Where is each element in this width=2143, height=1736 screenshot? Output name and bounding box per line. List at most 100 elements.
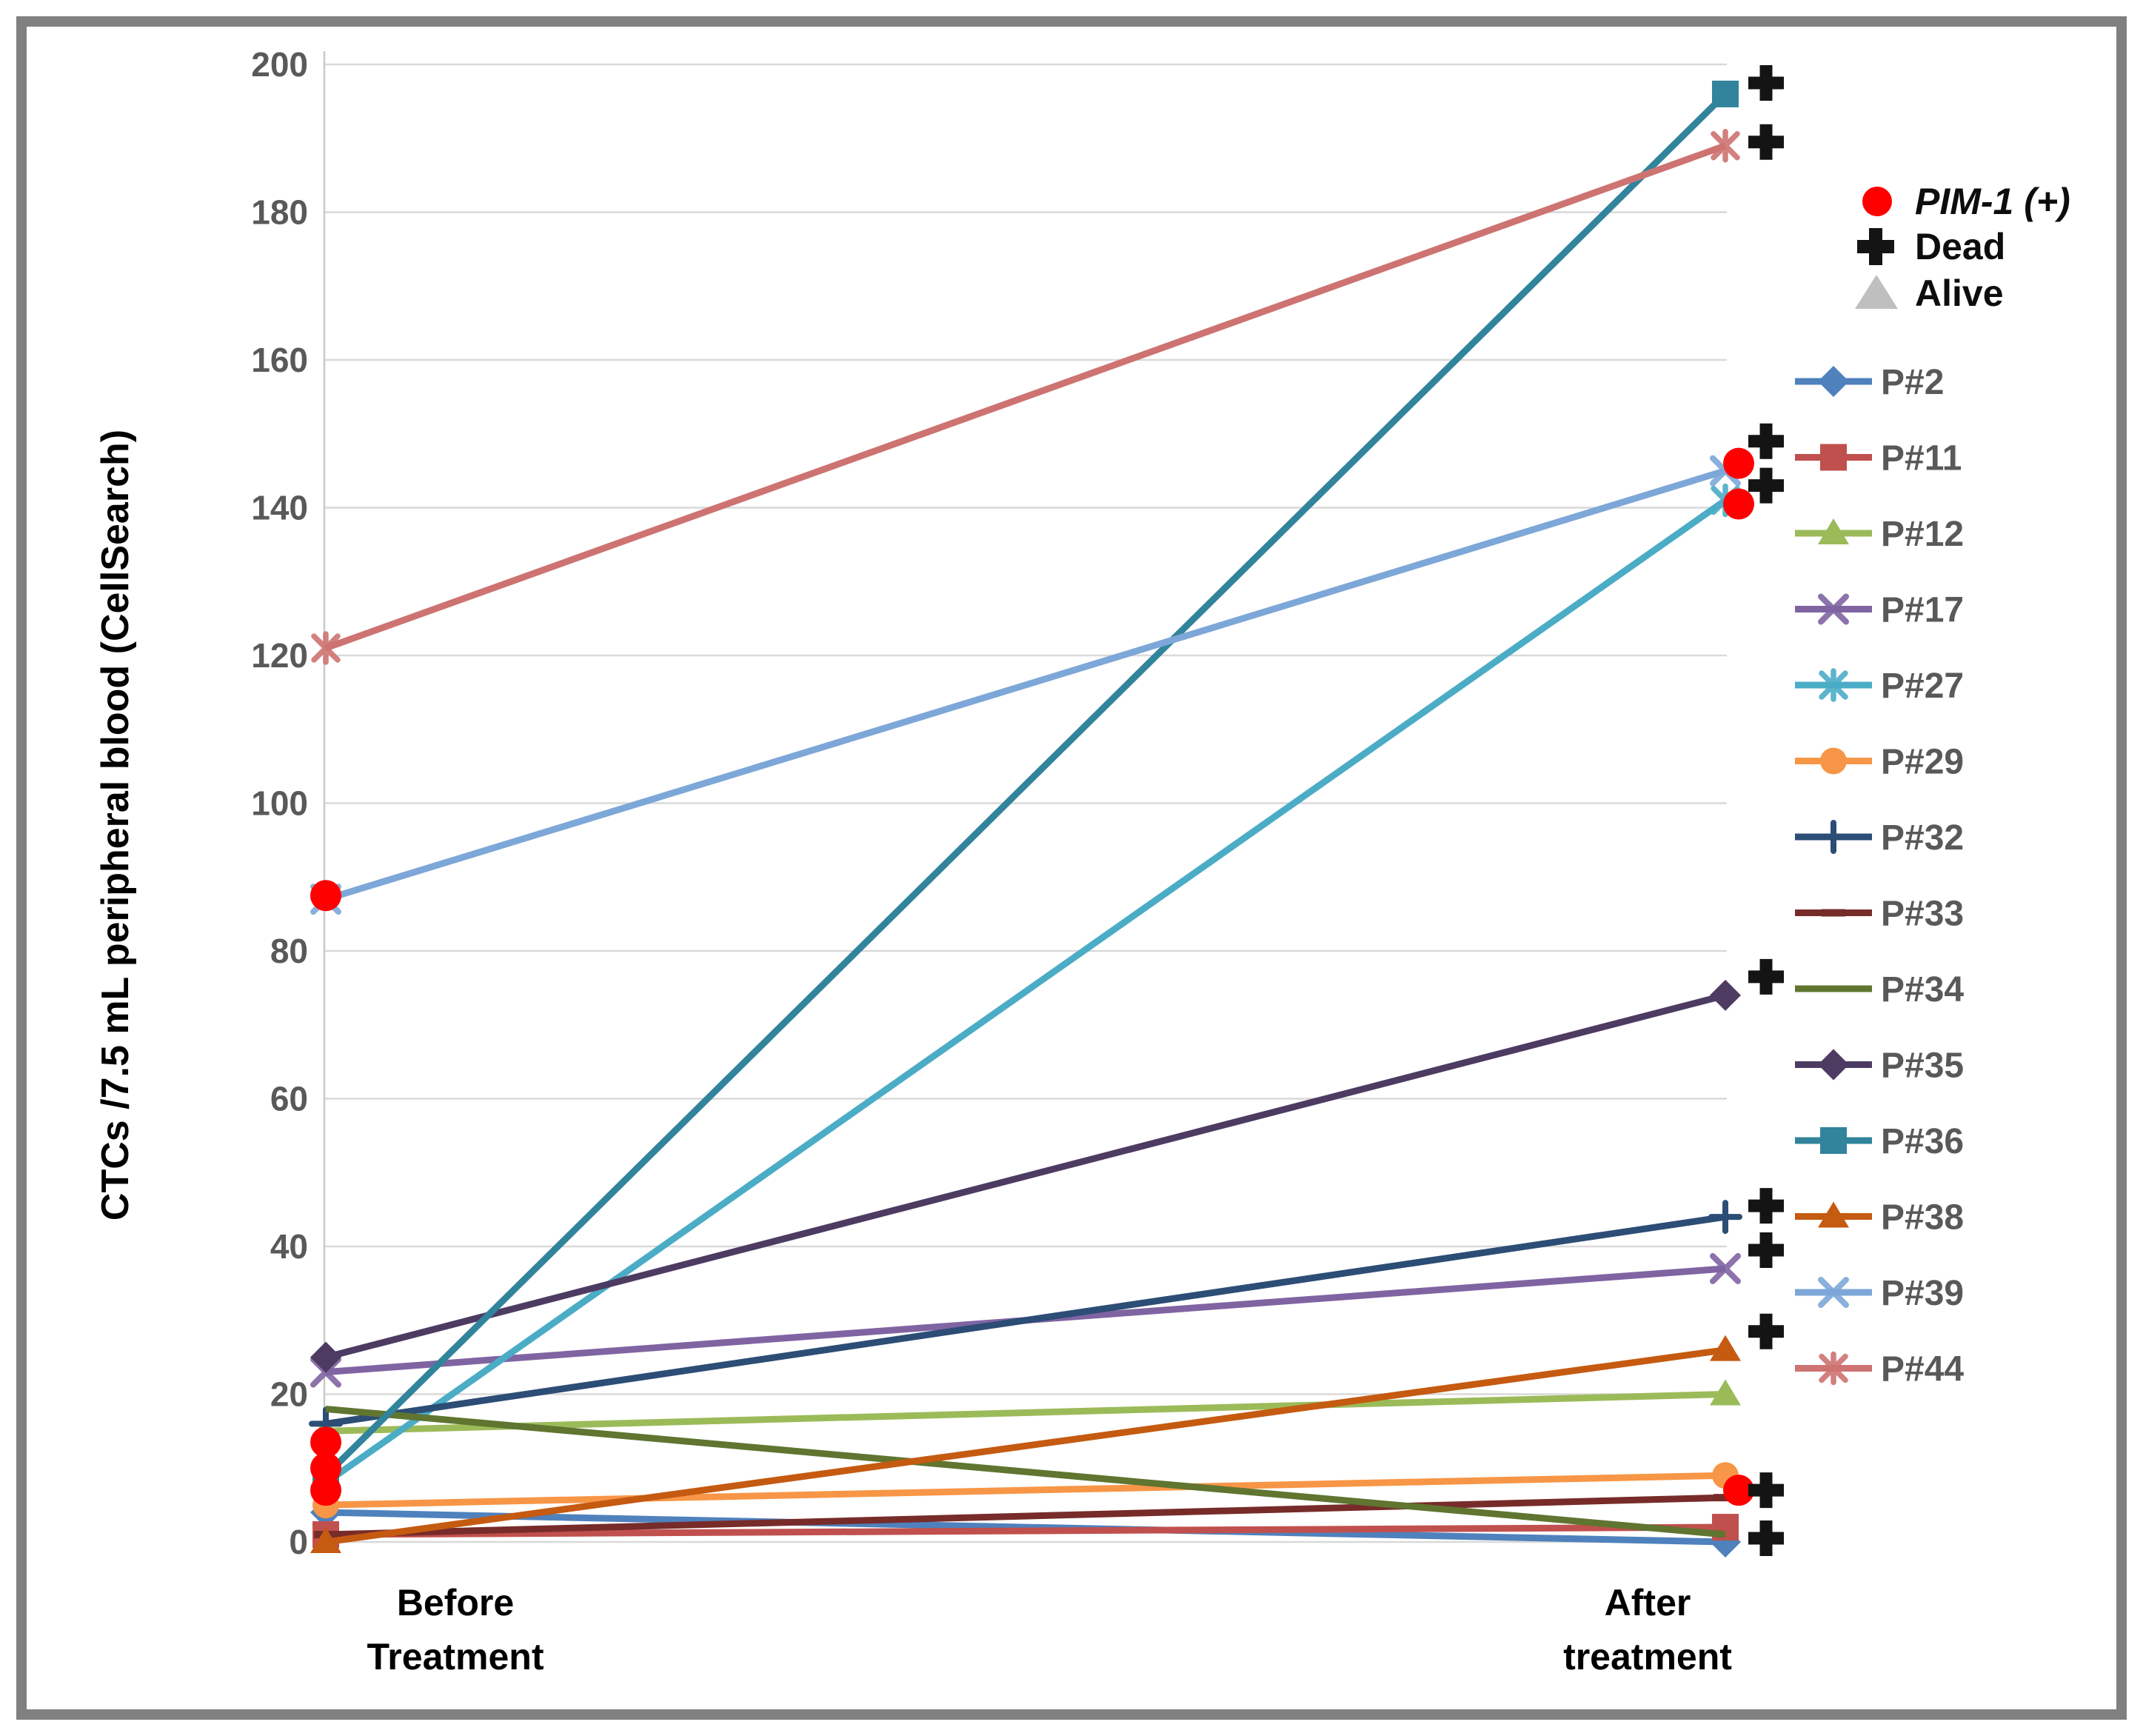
dead-plus-icon <box>1748 1520 1784 1557</box>
y-axis-title: CTCs /7.5 mL peripheral blood (CellSearc… <box>94 429 137 1221</box>
legend-label: P#33 <box>1881 895 1964 934</box>
legend-item-P44: P#44 <box>1795 1350 1964 1389</box>
series-line <box>323 91 1728 1478</box>
pim1-dot-icon <box>1723 447 1754 479</box>
diamond-marker <box>310 1341 341 1373</box>
y-gridlines <box>324 63 1727 1543</box>
series-line <box>325 1494 1726 1538</box>
y-tick-label: 120 <box>251 636 308 675</box>
series-P36 <box>312 80 1739 1489</box>
pim1-dot-icon <box>1723 488 1754 520</box>
series-P34 <box>325 1405 1726 1538</box>
legend-item-P36: P#36 <box>1795 1122 1964 1161</box>
legend-label: P#44 <box>1881 1350 1964 1389</box>
series-P44 <box>311 128 1740 665</box>
dead-plus-icon <box>1748 1472 1784 1509</box>
x-label-after-line2: treatment <box>1563 1636 1732 1677</box>
x-label-before: Before Treatment <box>367 1576 544 1684</box>
triangle-marker <box>1710 1379 1741 1406</box>
legend-label: P#35 <box>1881 1046 1964 1086</box>
x-label-before-line2: Treatment <box>367 1636 544 1677</box>
legend-label: P#11 <box>1881 439 1962 478</box>
alive-triangle-icon <box>1855 275 1898 309</box>
series-line <box>324 142 1727 652</box>
legend-label: P#2 <box>1881 363 1944 402</box>
triangle-marker <box>1818 518 1849 544</box>
series-P39 <box>310 455 1741 915</box>
x-marker <box>1710 1252 1741 1284</box>
legend-item-P11: P#11 <box>1795 439 1962 478</box>
legend-item-P2: P#2 <box>1795 363 1944 402</box>
status-legend-item: PIM-1 (+) <box>1862 181 2070 222</box>
y-tick-label: 160 <box>251 341 308 379</box>
dead-plus-icon <box>1748 1188 1784 1224</box>
series-line <box>325 1523 1726 1538</box>
legend-item-P35: P#35 <box>1795 1046 1964 1086</box>
plus-marker <box>1708 1200 1742 1235</box>
square-marker <box>1820 1127 1847 1154</box>
status-legend-label: Alive <box>1915 273 2004 314</box>
series-P38 <box>310 1335 1741 1553</box>
status-legend-label: PIM-1 (+) <box>1915 181 2070 222</box>
asterisk-marker <box>311 631 341 665</box>
square-marker <box>1820 444 1847 471</box>
diamond-marker <box>1818 366 1849 397</box>
triangle-marker <box>1710 1335 1741 1361</box>
series-line <box>324 992 1727 1361</box>
y-tick-label: 40 <box>270 1227 308 1266</box>
series-P35 <box>310 979 1741 1373</box>
pim1-positive-markers <box>310 447 1754 1506</box>
asterisk-marker <box>1819 1351 1848 1386</box>
figure-border <box>16 16 2127 1720</box>
legend-item-P12: P#12 <box>1795 515 1964 554</box>
legend-item-P32: P#32 <box>1795 818 1964 858</box>
triangle-marker <box>310 1527 341 1553</box>
status-legend-item: Alive <box>1855 273 2004 314</box>
dash-marker <box>1822 909 1845 917</box>
legend-label: P#32 <box>1881 818 1964 858</box>
series-legend: P#2 P#11 P#12 P#17 P#27 P#29 P#32 P#33 P#34 P#35 P… <box>1795 363 1964 1389</box>
legend-label: P#39 <box>1881 1274 1964 1313</box>
legend-label: P#17 <box>1881 591 1964 630</box>
legend-label: P#36 <box>1881 1122 1964 1161</box>
legend-item-P34: P#34 <box>1795 970 1964 1009</box>
y-tick-label: 60 <box>270 1080 308 1118</box>
dead-plus-icon <box>1748 124 1784 160</box>
dead-plus-icon <box>1748 467 1784 504</box>
pim1-dot-icon <box>310 1475 341 1506</box>
series-line <box>324 467 1727 903</box>
y-tick-label: 80 <box>270 932 308 970</box>
x-label-before-line1: Before <box>396 1582 515 1623</box>
y-tick-label: 0 <box>289 1523 308 1561</box>
series-line <box>324 497 1728 1486</box>
x-marker <box>1818 1277 1849 1308</box>
triangle-marker <box>1818 1201 1849 1228</box>
dead-plus-icon <box>1748 423 1784 459</box>
series-line <box>325 1391 1726 1435</box>
pim1-dot-icon <box>310 1452 341 1484</box>
legend-label: P#34 <box>1881 970 1964 1009</box>
legend-label: P#12 <box>1881 515 1964 554</box>
x-marker <box>1818 593 1849 625</box>
y-tick-label: 100 <box>251 784 308 823</box>
x-label-after-line1: After <box>1604 1582 1691 1623</box>
dead-plus-icon <box>1748 958 1784 995</box>
status-legend: PIM-1 (+)Dead Alive <box>1855 181 2070 314</box>
y-tick-label: 140 <box>251 489 308 527</box>
dead-plus-icon <box>1857 228 1894 265</box>
series-line <box>325 1405 1726 1538</box>
dead-markers <box>1748 64 1784 1557</box>
legend-item-P39: P#39 <box>1795 1274 1964 1313</box>
y-tick-label: 20 <box>270 1375 308 1414</box>
series-P27 <box>311 483 1740 1500</box>
y-tick-label: 180 <box>251 193 308 232</box>
legend-label: P#27 <box>1881 667 1964 706</box>
series-P12 <box>310 1379 1741 1443</box>
y-tick-labels: 0 20 40 60 80 100 120 140 160 180 200 <box>251 45 308 1561</box>
status-legend-label: Dead <box>1915 226 2005 267</box>
dead-plus-icon <box>1748 1313 1784 1349</box>
square-marker <box>1712 80 1739 107</box>
series-line <box>325 1472 1726 1509</box>
dead-plus-icon <box>1748 1232 1784 1268</box>
